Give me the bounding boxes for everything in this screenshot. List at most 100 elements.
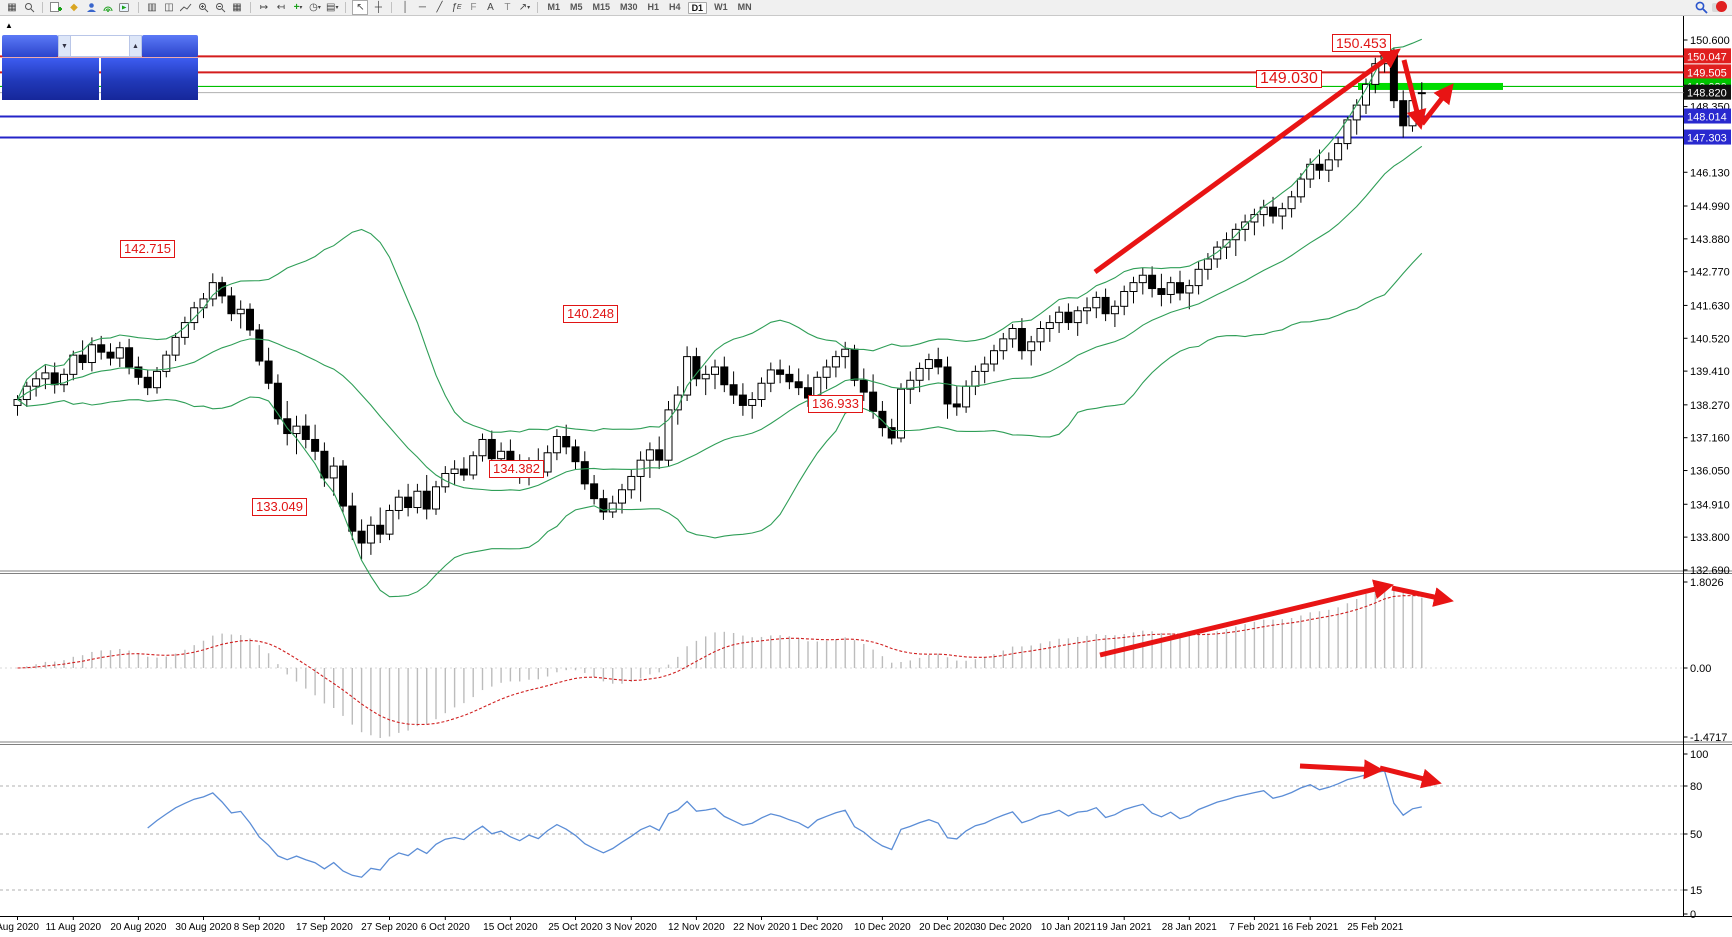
svg-text:20 Aug 2020: 20 Aug 2020 xyxy=(110,922,167,933)
auto-scroll-icon[interactable]: ↦ xyxy=(259,1,269,13)
svg-text:30 Aug 2020: 30 Aug 2020 xyxy=(175,922,232,933)
horizontal-line-icon[interactable]: ─ xyxy=(418,1,427,13)
volume-increase-button[interactable]: ▲ xyxy=(129,35,142,57)
toolbar-separator xyxy=(138,2,139,13)
svg-text:80: 80 xyxy=(1690,781,1702,793)
one-click-trading-panel: ▼ ▲ xyxy=(2,35,198,100)
arrows-tool-icon[interactable]: ↗ ▾ xyxy=(518,1,531,13)
vertical-line-icon[interactable]: │ xyxy=(402,1,409,13)
svg-text:133.800: 133.800 xyxy=(1690,532,1730,544)
svg-text:147.303: 147.303 xyxy=(1687,133,1727,145)
svg-text:19 Jan 2021: 19 Jan 2021 xyxy=(1097,922,1152,933)
svg-text:137.160: 137.160 xyxy=(1690,433,1730,445)
zoom-out-icon[interactable] xyxy=(213,1,227,14)
buy-price-panel[interactable] xyxy=(101,58,198,100)
svg-text:3 Nov 2020: 3 Nov 2020 xyxy=(606,922,658,933)
print-preview-icon[interactable] xyxy=(22,1,36,14)
svg-text:0.00: 0.00 xyxy=(1690,663,1711,675)
timeframe-w1[interactable]: W1 xyxy=(714,1,728,12)
svg-text:28 Jan 2021: 28 Jan 2021 xyxy=(1162,922,1217,933)
svg-text:50: 50 xyxy=(1690,829,1702,841)
toolbar-separator xyxy=(42,2,43,13)
zoom-in-icon[interactable] xyxy=(196,1,210,14)
timeframe-mn[interactable]: MN xyxy=(737,1,752,12)
buy-button[interactable] xyxy=(142,35,198,57)
timeframe-m30[interactable]: M30 xyxy=(620,1,638,12)
price-label: 134.382 xyxy=(489,460,544,478)
svg-text:149.505: 149.505 xyxy=(1687,67,1727,79)
bar-chart-icon[interactable]: ▥ xyxy=(147,1,157,13)
crosshair-icon[interactable]: ┼ xyxy=(374,1,383,13)
contacts-icon[interactable] xyxy=(84,1,98,14)
line-chart-icon[interactable] xyxy=(179,1,193,14)
svg-text:16 Feb 2021: 16 Feb 2021 xyxy=(1282,922,1339,933)
new-order-button[interactable] xyxy=(49,1,64,14)
chart-marker-icon: ▲ xyxy=(5,21,13,30)
svg-text:20 Dec 2020: 20 Dec 2020 xyxy=(919,922,976,933)
search-icon[interactable] xyxy=(1694,1,1709,14)
svg-text:22 Nov 2020: 22 Nov 2020 xyxy=(733,922,790,933)
toolbar-separator xyxy=(250,2,251,13)
price-label: 142.715 xyxy=(120,240,175,258)
svg-text:6 Oct 2020: 6 Oct 2020 xyxy=(421,922,470,933)
price-label: 150.453 xyxy=(1332,34,1391,52)
svg-text:17 Sep 2020: 17 Sep 2020 xyxy=(296,922,353,933)
trendline-icon[interactable]: ╱ xyxy=(436,1,443,13)
svg-text:30 Dec 2020: 30 Dec 2020 xyxy=(975,922,1032,933)
timeframe-h4[interactable]: H4 xyxy=(669,1,681,12)
signal-icon[interactable] xyxy=(101,1,115,14)
volume-input[interactable] xyxy=(71,35,129,57)
tile-windows-icon[interactable]: ▦ xyxy=(232,1,242,13)
svg-text:132.690: 132.690 xyxy=(1690,565,1730,577)
cursor-icon[interactable]: ↖ xyxy=(352,0,369,15)
autotrading-button[interactable] xyxy=(118,1,132,14)
notification-button[interactable] xyxy=(1712,1,1727,14)
indicators-button[interactable]: + ▾ xyxy=(293,1,303,13)
svg-text:25 Feb 2021: 25 Feb 2021 xyxy=(1347,922,1404,933)
svg-text:15: 15 xyxy=(1690,885,1702,897)
timeframe-m5[interactable]: M5 xyxy=(569,1,583,12)
periods-button[interactable]: ◷ ▾ xyxy=(309,1,321,13)
svg-text:27 Sep 2020: 27 Sep 2020 xyxy=(361,922,418,933)
svg-text:1 Dec 2020: 1 Dec 2020 xyxy=(792,922,844,933)
svg-text:134.910: 134.910 xyxy=(1690,499,1730,511)
timeframe-m1[interactable]: M1 xyxy=(547,1,560,12)
svg-text:10 Dec 2020: 10 Dec 2020 xyxy=(854,922,911,933)
text-label-icon[interactable]: T xyxy=(504,1,511,13)
fibonacci-icon[interactable]: F xyxy=(470,1,477,13)
svg-text:Aug 2020: Aug 2020 xyxy=(0,922,39,933)
svg-text:148.820: 148.820 xyxy=(1687,88,1727,100)
volume-decrease-button[interactable]: ▼ xyxy=(58,35,71,57)
svg-text:1.8026: 1.8026 xyxy=(1690,577,1724,589)
svg-text:144.990: 144.990 xyxy=(1690,201,1730,213)
timeframe-m15[interactable]: M15 xyxy=(592,1,611,12)
candlestick-chart-icon[interactable]: ◫ xyxy=(164,1,174,13)
price-label: 133.049 xyxy=(252,498,307,516)
chart-shift-icon[interactable]: ↤ xyxy=(276,1,286,13)
sell-price-panel[interactable] xyxy=(2,58,99,100)
toolbar-separator xyxy=(537,2,539,13)
price-label: 140.248 xyxy=(563,305,618,323)
svg-text:141.630: 141.630 xyxy=(1690,300,1730,312)
svg-text:0: 0 xyxy=(1690,909,1696,921)
notification-badge xyxy=(1716,1,1727,12)
svg-text:10 Jan 2021: 10 Jan 2021 xyxy=(1041,922,1096,933)
timeframe-d1[interactable]: D1 xyxy=(687,1,708,14)
price-axis[interactable] xyxy=(1683,16,1732,916)
templates-button[interactable]: ▤ ▾ xyxy=(326,1,339,13)
svg-text:12 Nov 2020: 12 Nov 2020 xyxy=(668,922,725,933)
svg-text:138.270: 138.270 xyxy=(1690,400,1730,412)
timeframe-h1[interactable]: H1 xyxy=(647,1,660,12)
svg-text:142.770: 142.770 xyxy=(1690,267,1730,279)
chart-header: ▲ xyxy=(5,19,25,31)
window-grid-icon[interactable]: ▦ xyxy=(7,1,17,13)
svg-text:140.520: 140.520 xyxy=(1690,333,1730,345)
text-icon[interactable]: A xyxy=(487,1,494,13)
time-axis[interactable] xyxy=(0,917,1683,937)
sell-button[interactable] xyxy=(2,35,58,57)
svg-text:136.050: 136.050 xyxy=(1690,466,1730,478)
market-watch-icon[interactable]: ◆ xyxy=(70,1,78,13)
